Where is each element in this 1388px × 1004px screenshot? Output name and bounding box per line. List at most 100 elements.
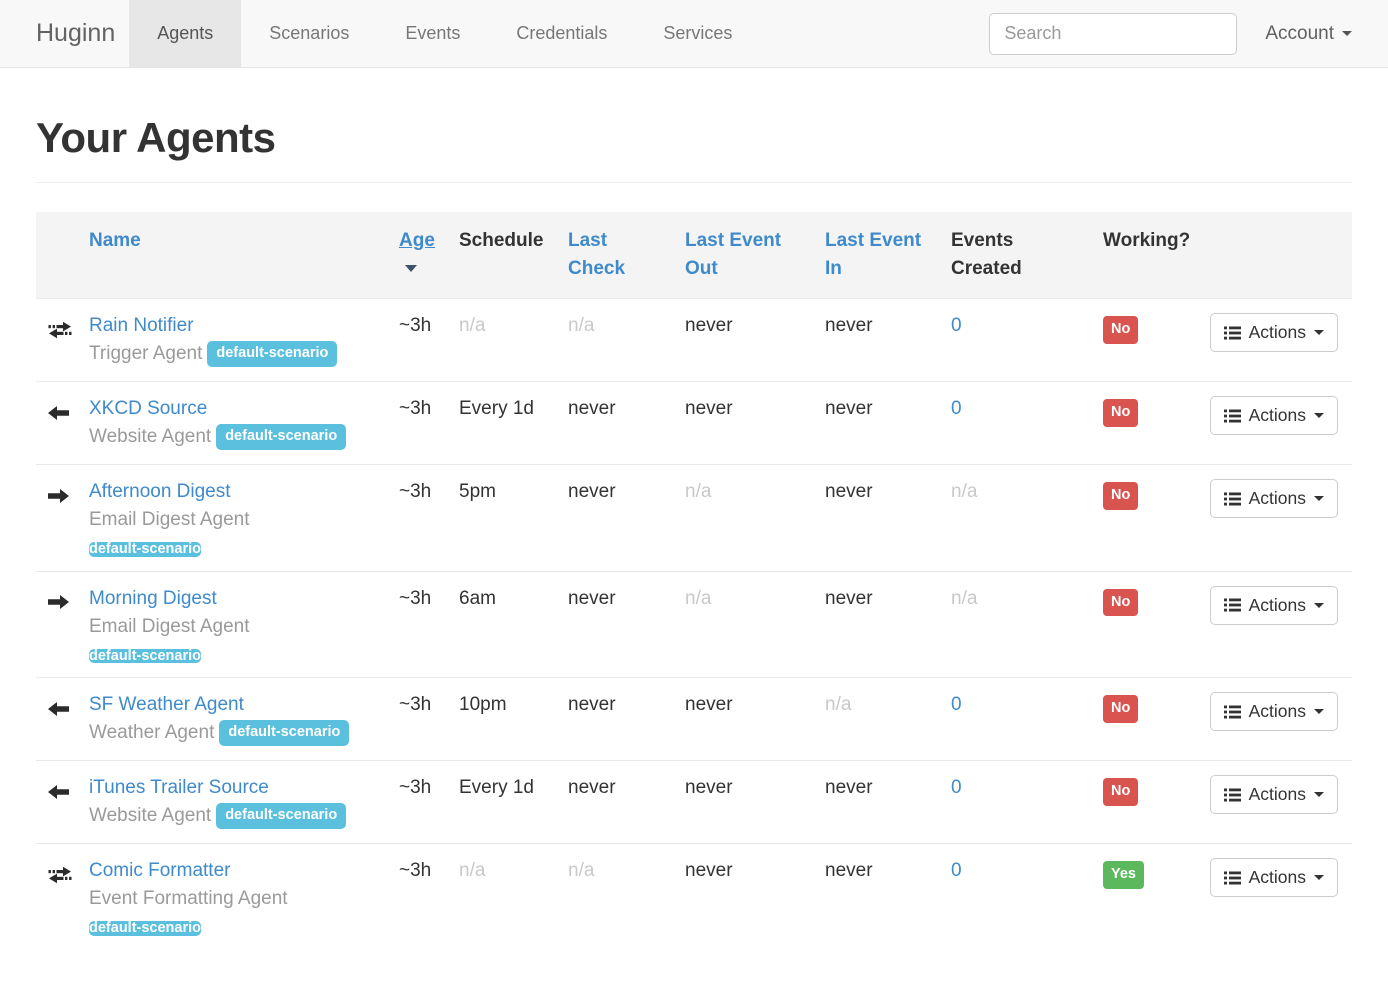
icon-column-header: [36, 212, 81, 299]
exchange-arrows-icon: [48, 317, 72, 343]
agent-actions-cell: Actions: [1203, 760, 1352, 844]
agent-age-cell: ~3h: [391, 464, 451, 571]
list-icon: [1223, 409, 1241, 422]
agent-type-label: Event Formatting Agent: [89, 888, 288, 909]
page-container: Your Agents Name Age Schedule Last Check: [0, 114, 1388, 950]
agent-schedule-cell: n/a: [451, 843, 560, 950]
list-icon: [1223, 871, 1241, 884]
agent-working-cell: No: [1095, 570, 1203, 678]
actions-dropdown-button[interactable]: Actions: [1209, 313, 1338, 352]
agent-events-created-link[interactable]: 0: [943, 843, 1095, 950]
agent-name-link[interactable]: Morning Digest: [89, 587, 217, 609]
table-row: Comic Formatter Event Formatting Agent de…: [36, 843, 1352, 950]
schedule-column-header: Schedule: [451, 212, 560, 299]
account-menu[interactable]: Account: [1237, 23, 1388, 45]
list-icon: [1223, 492, 1241, 505]
chevron-down-icon: [1342, 31, 1352, 36]
scenario-badge[interactable]: default-scenario: [89, 647, 201, 664]
agent-last-event-out-cell: n/a: [677, 464, 817, 571]
agent-last-event-in-cell: never: [817, 464, 943, 571]
nav-item-agents[interactable]: Agents: [129, 0, 242, 67]
agent-last-event-out-cell: never: [677, 843, 817, 950]
scenario-badge[interactable]: default-scenario: [207, 341, 338, 367]
agent-last-event-out-cell: never: [677, 381, 817, 465]
chevron-down-icon: [1314, 330, 1324, 335]
agent-actions-cell: Actions: [1203, 381, 1352, 465]
brand-link[interactable]: Huginn: [36, 19, 116, 47]
chevron-down-icon: [1314, 602, 1324, 608]
table-row: Morning Digest Email Digest Agent default…: [36, 570, 1352, 678]
list-icon: [1223, 788, 1241, 801]
actions-button-label: Actions: [1248, 322, 1306, 342]
agent-type-label: Weather Agent: [89, 722, 215, 743]
agent-events-created-link[interactable]: 0: [943, 381, 1095, 465]
navbar-right: Account: [989, 0, 1388, 67]
chevron-down-icon: [1314, 792, 1324, 797]
actions-button-label: Actions: [1248, 867, 1306, 887]
sort-by-last-event-in-link[interactable]: Last Event In: [825, 230, 922, 279]
list-icon: [1223, 705, 1241, 718]
agent-name-link[interactable]: iTunes Trailer Source: [89, 777, 269, 798]
agent-name-link[interactable]: XKCD Source: [89, 398, 208, 419]
actions-dropdown-button[interactable]: Actions: [1209, 585, 1338, 625]
agent-schedule-cell: 10pm: [451, 677, 560, 761]
actions-dropdown-button[interactable]: Actions: [1209, 858, 1338, 897]
nav-item-services[interactable]: Services: [663, 23, 733, 43]
working-column-header: Working?: [1095, 212, 1203, 299]
agent-actions-cell: Actions: [1203, 570, 1352, 678]
table-row: SF Weather Agent Weather Agent default-sc…: [36, 677, 1352, 761]
agent-last-check-cell: never: [560, 570, 677, 678]
scenario-badge[interactable]: default-scenario: [89, 920, 201, 936]
sort-by-name-link[interactable]: Name: [89, 230, 141, 251]
working-status-badge: No: [1103, 695, 1139, 723]
actions-dropdown-button[interactable]: Actions: [1209, 396, 1338, 435]
agent-name-link[interactable]: SF Weather Agent: [89, 694, 244, 715]
actions-dropdown-button[interactable]: Actions: [1209, 692, 1338, 731]
arrow-right-icon: [48, 590, 69, 616]
agent-last-event-in-cell: n/a: [817, 677, 943, 761]
agent-name-link[interactable]: Rain Notifier: [89, 315, 194, 336]
chevron-down-icon: [1314, 413, 1324, 418]
working-status-badge: No: [1103, 588, 1139, 616]
actions-dropdown-button[interactable]: Actions: [1209, 479, 1338, 518]
scenario-badge[interactable]: default-scenario: [219, 720, 350, 746]
search-input[interactable]: [989, 12, 1238, 55]
scenario-badge[interactable]: default-scenario: [89, 541, 201, 557]
age-column-header: Age: [391, 212, 451, 299]
page-title: Your Agents: [36, 114, 276, 161]
nav-item-events[interactable]: Events: [405, 23, 461, 43]
working-status-badge: Yes: [1103, 861, 1144, 889]
arrow-left-icon: [48, 400, 69, 426]
agent-schedule-cell: 5pm: [451, 464, 560, 571]
working-status-badge: No: [1103, 778, 1139, 806]
sort-by-age-link[interactable]: Age: [399, 230, 435, 251]
agent-last-event-in-cell: never: [817, 843, 943, 950]
agent-working-cell: No: [1095, 677, 1203, 761]
agent-name-link[interactable]: Comic Formatter: [89, 860, 231, 881]
agent-events-created-link: n/a: [943, 464, 1095, 571]
agent-name-link[interactable]: Afternoon Digest: [89, 481, 231, 502]
agent-working-cell: No: [1095, 760, 1203, 844]
top-navbar: Huginn Agents Scenarios Events Credentia…: [0, 0, 1388, 68]
nav-item-scenarios[interactable]: Scenarios: [269, 23, 350, 43]
agent-last-event-in-cell: never: [817, 381, 943, 465]
actions-dropdown-button[interactable]: Actions: [1209, 775, 1338, 814]
last-check-column-header: Last Check: [560, 212, 677, 299]
agent-events-created-link: n/a: [943, 570, 1095, 678]
sort-by-last-event-out-link[interactable]: Last Event Out: [685, 230, 782, 279]
agent-last-check-cell: never: [560, 760, 677, 844]
nav-item-credentials[interactable]: Credentials: [516, 23, 608, 43]
scenario-badge[interactable]: default-scenario: [216, 803, 347, 829]
agent-direction-cell: [36, 464, 81, 571]
scenario-badge[interactable]: default-scenario: [216, 424, 347, 450]
agent-events-created-link[interactable]: 0: [943, 298, 1095, 382]
sort-by-last-check-link[interactable]: Last Check: [568, 230, 626, 279]
agent-actions-cell: Actions: [1203, 843, 1352, 950]
agent-last-check-cell: n/a: [560, 843, 677, 950]
agent-events-created-link[interactable]: 0: [943, 760, 1095, 844]
agent-name-cell: Morning Digest Email Digest Agent default…: [81, 570, 391, 678]
agent-last-event-in-cell: never: [817, 760, 943, 844]
agent-direction-cell: [36, 381, 81, 465]
agent-working-cell: Yes: [1095, 843, 1203, 950]
agent-events-created-link[interactable]: 0: [943, 677, 1095, 761]
